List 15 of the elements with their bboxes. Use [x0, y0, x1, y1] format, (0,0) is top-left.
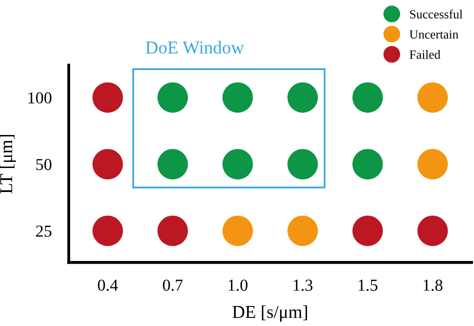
x-tick-label: 1.5 [358, 280, 378, 291]
y-tick-label: 25 [36, 226, 52, 237]
x-tick-label: 1.0 [228, 280, 248, 291]
y-tick-label: 100 [28, 92, 52, 104]
legend-label: Failed [410, 50, 440, 59]
legend-label: Successful [410, 10, 462, 18]
legend-label: Uncertain [410, 30, 458, 39]
x-tick-label: 0.7 [162, 280, 183, 291]
x-tick-label: 1.8 [424, 280, 442, 291]
text: DoE Window [146, 40, 244, 54]
y-axis-title: LT [μm] [0, 134, 16, 194]
x-tick-label: 0.4 [98, 280, 118, 291]
x-tick-label: 1.3 [294, 280, 312, 291]
y-tick-label: 50 [36, 158, 52, 170]
x-axis-title: DE [s/μm] [232, 305, 308, 322]
